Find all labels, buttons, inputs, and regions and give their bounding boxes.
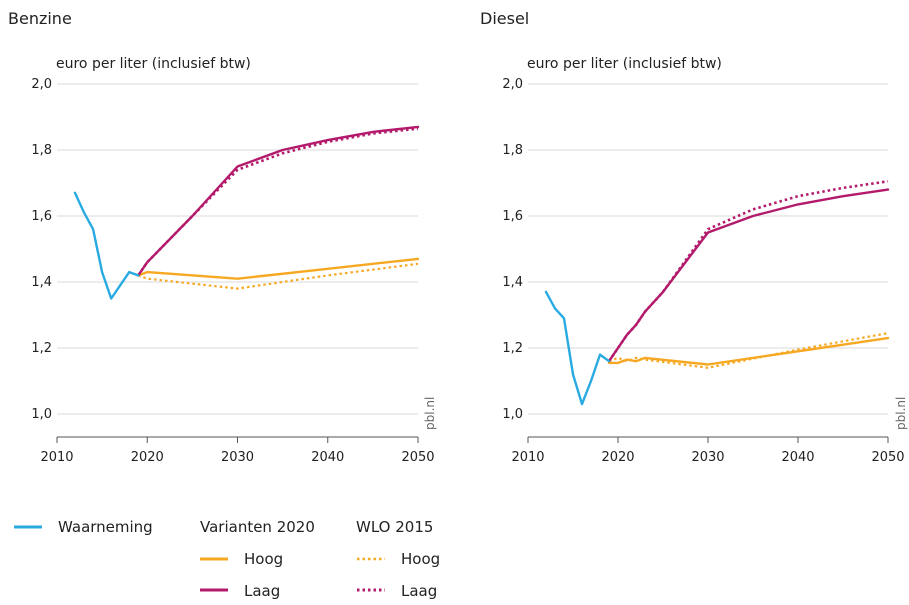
series-lines bbox=[544, 180, 890, 406]
x-tick-label: 2050 bbox=[871, 450, 904, 465]
x-tick-label: 2010 bbox=[40, 450, 73, 465]
legend-group-wlo-2015: WLO 2015 bbox=[356, 518, 433, 536]
y-tick-labels: 1,0 1,2 1,4 1,6 1,8 2,0 bbox=[31, 77, 52, 422]
y-tick-label: 1,0 bbox=[31, 407, 52, 422]
x-tick-label: 2020 bbox=[131, 450, 164, 465]
x-tick-label: 2020 bbox=[601, 450, 634, 465]
x-axis: 2010 2020 2030 2040 2050 bbox=[40, 436, 435, 465]
x-tick-label: 2010 bbox=[511, 450, 544, 465]
y-tick-label: 1,8 bbox=[502, 143, 523, 158]
series-line-var-laag bbox=[136, 125, 420, 277]
source-label: pbl.nl bbox=[423, 397, 437, 430]
series-line-waarneming bbox=[73, 191, 140, 300]
y-tick-label: 1,8 bbox=[31, 143, 52, 158]
legend-label-varianten-hoog: Hoog bbox=[244, 550, 283, 568]
series-lines bbox=[73, 125, 420, 300]
y-tick-label: 1,6 bbox=[502, 209, 523, 224]
y-tick-label: 1,2 bbox=[502, 341, 523, 356]
x-tick-label: 2030 bbox=[221, 450, 254, 465]
chart-panel-benzine: Benzine euro per liter (inclusief btw) p… bbox=[8, 9, 437, 465]
x-tick-label: 2040 bbox=[311, 450, 344, 465]
legend-label-waarneming: Waarneming bbox=[58, 518, 153, 536]
gridlines bbox=[57, 83, 418, 415]
chart-panel-diesel: Diesel euro per liter (inclusief btw) pb… bbox=[480, 9, 908, 465]
series-line-waarneming bbox=[544, 290, 611, 406]
legend-group-varianten-2020: Varianten 2020 bbox=[200, 518, 315, 536]
legend: Waarneming Varianten 2020 Hoog Laag WLO … bbox=[14, 518, 440, 600]
source-label: pbl.nl bbox=[894, 397, 908, 430]
y-tick-label: 2,0 bbox=[31, 77, 52, 92]
series-line-wlo-hoog bbox=[137, 262, 419, 290]
y-tick-label: 2,0 bbox=[502, 77, 523, 92]
x-tick-label: 2050 bbox=[401, 450, 434, 465]
x-axis: 2010 2020 2030 2040 2050 bbox=[511, 436, 905, 465]
series-line-wlo-hoog bbox=[608, 332, 889, 369]
y-axis-label: euro per liter (inclusief btw) bbox=[527, 56, 722, 72]
series-line-wlo-laag bbox=[607, 180, 889, 362]
y-tick-label: 1,0 bbox=[502, 407, 523, 422]
legend-label-wlo-laag: Laag bbox=[401, 582, 437, 600]
y-tick-label: 1,2 bbox=[31, 341, 52, 356]
series-line-var-hoog bbox=[607, 336, 890, 366]
series-line-var-hoog bbox=[136, 257, 420, 280]
y-tick-label: 1,4 bbox=[502, 275, 523, 290]
legend-label-varianten-laag: Laag bbox=[244, 582, 280, 600]
y-axis-label: euro per liter (inclusief btw) bbox=[56, 56, 251, 72]
series-line-var-laag bbox=[607, 188, 890, 363]
x-tick-label: 2040 bbox=[781, 450, 814, 465]
y-tick-label: 1,6 bbox=[31, 209, 52, 224]
y-tick-label: 1,4 bbox=[31, 275, 52, 290]
chart-title: Diesel bbox=[480, 9, 529, 28]
chart-title: Benzine bbox=[8, 9, 72, 28]
y-tick-labels: 1,0 1,2 1,4 1,6 1,8 2,0 bbox=[502, 77, 523, 422]
x-tick-label: 2030 bbox=[691, 450, 724, 465]
legend-label-wlo-hoog: Hoog bbox=[401, 550, 440, 568]
